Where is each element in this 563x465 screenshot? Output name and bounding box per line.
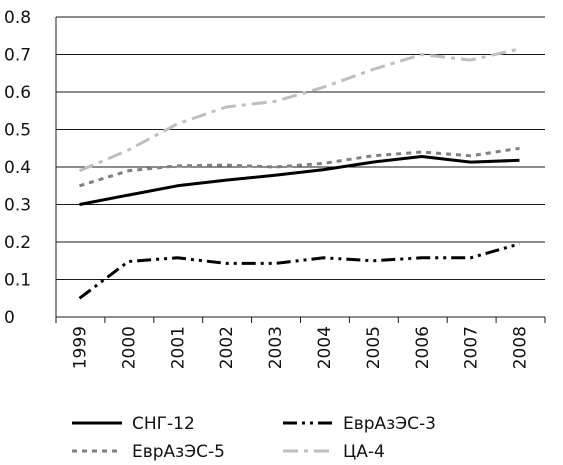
y-tick-label: 0.5 bbox=[4, 121, 31, 141]
x-tick-label: 1999 bbox=[70, 326, 90, 369]
x-tick-label: 2005 bbox=[364, 326, 384, 369]
y-tick-label: 0.8 bbox=[4, 8, 31, 28]
y-tick-label: 0.3 bbox=[4, 196, 31, 216]
series-lines bbox=[78, 47, 520, 300]
y-tick-label: 0.6 bbox=[4, 83, 31, 103]
x-tick-labels: 1999 2000 2001 2002 2003 2004 2005 2006 2007 2008 bbox=[70, 326, 530, 369]
y-tick-label: 0.4 bbox=[4, 158, 31, 178]
legend-label: ЕврАзЭС-5 bbox=[132, 442, 225, 462]
x-tick-label: 2001 bbox=[168, 326, 188, 369]
series-line bbox=[78, 242, 520, 300]
x-tick-label: 2007 bbox=[462, 326, 482, 369]
x-tick-label: 2002 bbox=[217, 326, 237, 369]
x-tick-label: 2006 bbox=[413, 326, 433, 369]
legend-label: ЕврАзЭС-3 bbox=[343, 414, 436, 434]
x-tick-label: 2003 bbox=[266, 326, 286, 369]
series-line bbox=[78, 47, 520, 173]
y-tick-label: 0.1 bbox=[4, 271, 31, 291]
x-tick-label: 2004 bbox=[315, 326, 335, 369]
axes bbox=[55, 17, 546, 323]
series-line bbox=[79, 146, 520, 188]
y-tick-label: 0.2 bbox=[4, 233, 31, 253]
series-line bbox=[79, 155, 520, 206]
gridlines bbox=[56, 16, 545, 280]
y-tick-label: 0.7 bbox=[4, 46, 31, 66]
y-tick-label: 0 bbox=[4, 308, 15, 328]
x-tick-label: 2000 bbox=[119, 326, 139, 369]
legend-label: СНГ-12 bbox=[132, 414, 195, 434]
legend-label: ЦА-4 bbox=[343, 442, 385, 462]
legend: СНГ-12 ЕврАзЭС-3 ЕврАзЭС-5 ЦА-4 bbox=[72, 414, 436, 462]
x-tick-label: 2008 bbox=[511, 326, 531, 369]
y-tick-labels: 0 0.1 0.2 0.3 0.4 0.5 0.6 0.7 0.8 bbox=[4, 8, 31, 328]
